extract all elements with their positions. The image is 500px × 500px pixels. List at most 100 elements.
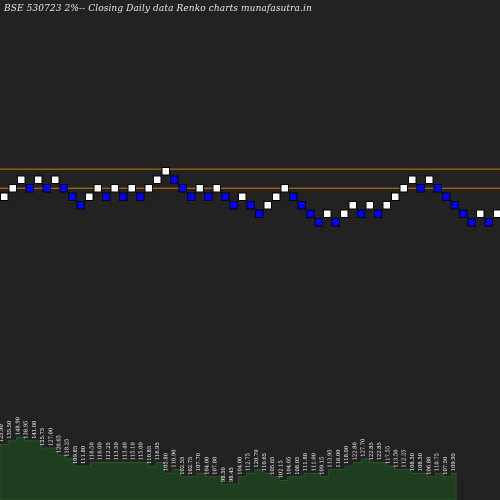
volume-label: 116.00	[98, 442, 104, 460]
renko-brick-down	[59, 184, 68, 193]
volume-label: 120.70	[254, 449, 260, 467]
volume-label: 109.15	[320, 457, 326, 475]
renko-brick-down	[102, 192, 111, 201]
renko-brick-up	[51, 175, 60, 184]
volume-label: 117.55	[385, 446, 391, 464]
volume-label: 120.65	[57, 435, 63, 453]
renko-brick-down	[289, 192, 298, 201]
renko-brick-up	[17, 175, 26, 184]
volume-label: 116.00	[336, 449, 342, 467]
renko-brick-up	[493, 209, 500, 218]
volume-label: 110.90	[172, 449, 178, 467]
volume-label: 107.70	[196, 453, 202, 471]
volume-label: 104.00	[237, 457, 243, 475]
renko-brick-up	[110, 184, 119, 193]
volume-label: 148.90	[15, 417, 21, 435]
renko-brick-down	[433, 184, 442, 193]
renko-brick-down	[246, 201, 255, 210]
renko-brick-down	[136, 192, 145, 201]
volume-label: 135.50	[7, 421, 13, 439]
renko-brick-up	[0, 192, 9, 201]
renko-brick-down	[357, 209, 366, 218]
renko-brick-up	[280, 184, 289, 193]
renko-brick-down	[229, 201, 238, 210]
volume-label: 113.95	[328, 449, 334, 467]
volume-label: 107.50	[443, 457, 449, 475]
renko-brick-down	[297, 201, 306, 210]
renko-brick-up	[238, 192, 247, 201]
volume-label: 105.80	[163, 453, 169, 471]
volume-label: 104.05	[287, 457, 293, 475]
renko-brick-down	[187, 192, 196, 201]
renko-brick-down	[42, 184, 51, 193]
renko-brick-up	[382, 201, 391, 210]
renko-brick-up	[399, 184, 408, 193]
renko-brick-up	[365, 201, 374, 210]
renko-brick-up	[212, 184, 221, 193]
volume-label: 112.75	[246, 453, 252, 471]
renko-brick-down	[416, 184, 425, 193]
renko-brick-up	[93, 184, 102, 193]
volume-label: 110.65	[262, 453, 268, 471]
volume-area	[0, 436, 457, 500]
volume-label: 102.75	[188, 457, 194, 475]
renko-brick-up	[348, 201, 357, 210]
renko-brick-up	[391, 192, 400, 201]
renko-brick-up	[34, 175, 43, 184]
volume-label: 111.80	[81, 446, 87, 464]
volume-label: 127.70	[361, 439, 367, 457]
renko-brick-down	[170, 175, 179, 184]
renko-brick-down	[221, 192, 230, 201]
volume-label: 112.25	[106, 442, 112, 460]
volume-label: 116.95	[155, 442, 161, 460]
volume-label: 105.65	[270, 457, 276, 475]
volume-label: 116.50	[89, 442, 95, 460]
renko-brick-down	[255, 209, 264, 218]
volume-label: 98.50	[221, 467, 227, 482]
renko-brick-down	[68, 192, 77, 201]
volume-label: 115.10	[131, 442, 137, 460]
volume-label: 111.00	[311, 453, 317, 471]
volume-label: 141.00	[32, 421, 38, 439]
renko-brick-down	[178, 184, 187, 193]
renko-brick-down	[119, 192, 128, 201]
renko-brick-up	[340, 209, 349, 218]
volume-label: 113.40	[122, 442, 128, 460]
volume-label: 111.80	[303, 453, 309, 471]
renko-brick-up	[272, 192, 281, 201]
renko-brick-up	[476, 209, 485, 218]
volume-area-path	[0, 436, 457, 500]
volume-label: 125.75	[40, 428, 46, 446]
renko-brick-down	[204, 192, 213, 201]
renko-bricks	[0, 167, 500, 227]
volume-label: 102.15	[278, 460, 284, 478]
renko-brick-up	[263, 201, 272, 210]
renko-brick-up	[8, 184, 17, 193]
renko-brick-down	[467, 218, 476, 227]
renko-brick-up	[195, 184, 204, 193]
volume-label: 106.80	[426, 457, 432, 475]
volume-label: 118.00	[344, 446, 350, 464]
volume-label: 122.80	[352, 442, 358, 460]
renko-brick-down	[374, 209, 383, 218]
renko-brick-up	[425, 175, 434, 184]
volume-label: 107.80	[213, 457, 219, 475]
volume-label: 109.95	[451, 453, 457, 471]
renko-brick-up	[127, 184, 136, 193]
renko-brick-down	[25, 184, 34, 193]
renko-brick-up	[144, 184, 153, 193]
renko-brick-up	[85, 192, 94, 201]
renko-brick-up	[408, 175, 417, 184]
volume-label: 127.00	[48, 428, 54, 446]
renko-brick-down	[442, 192, 451, 201]
volume-labels: 125.90 135.50 148.90 138.95 141.00 125.75 127.…	[0, 417, 457, 482]
renko-brick-up	[323, 209, 332, 218]
volume-label: 122.85	[377, 442, 383, 460]
renko-brick-down	[331, 218, 340, 227]
volume-label: 102.55	[180, 457, 186, 475]
volume-label: 109.85	[73, 446, 79, 464]
volume-label: 113.50	[114, 442, 120, 460]
volume-label: 110.85	[147, 446, 153, 464]
volume-label: 118.25	[65, 439, 71, 457]
volume-label: 138.95	[24, 421, 30, 439]
